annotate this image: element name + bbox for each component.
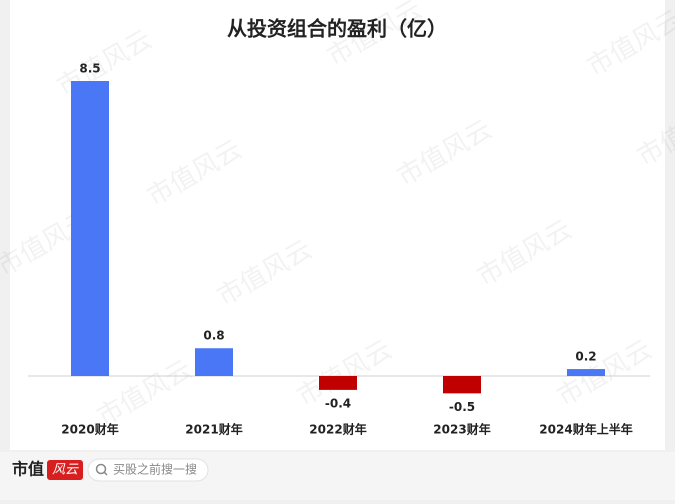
x-tick-label: 2024财年上半年 — [539, 422, 632, 437]
bar — [319, 376, 357, 390]
chart-title: 从投资组合的盈利（亿） — [227, 17, 447, 41]
chart-panel — [10, 0, 665, 450]
x-tick-label: 2022财年 — [309, 422, 366, 437]
x-tick-label: 2020财年 — [61, 422, 118, 437]
logo-badge: 风云 — [52, 463, 79, 478]
bar — [195, 348, 233, 376]
value-label: 8.5 — [79, 62, 100, 76]
search-icon — [95, 463, 107, 475]
value-label: 0.2 — [575, 350, 596, 364]
value-label: -0.4 — [325, 396, 351, 410]
value-label: 0.8 — [203, 329, 224, 343]
x-tick-label: 2021财年 — [185, 422, 242, 437]
bars: 8.5 2020财年 0.8 2021财年 -0.4 2022财年 -0.5 2023财年 0.… — [61, 62, 632, 437]
logo-badge-box — [47, 460, 83, 480]
search-placeholder: 买股之前搜一搜 — [113, 462, 197, 477]
bar — [567, 369, 605, 376]
x-tick-label: 2023财年 — [433, 422, 490, 437]
value-label: -0.5 — [449, 400, 475, 414]
search-icon-handle — [103, 471, 108, 476]
bar — [443, 376, 481, 394]
search-box[interactable] — [87, 458, 209, 482]
logo-text: 市值 — [12, 460, 44, 479]
bar — [71, 81, 109, 376]
